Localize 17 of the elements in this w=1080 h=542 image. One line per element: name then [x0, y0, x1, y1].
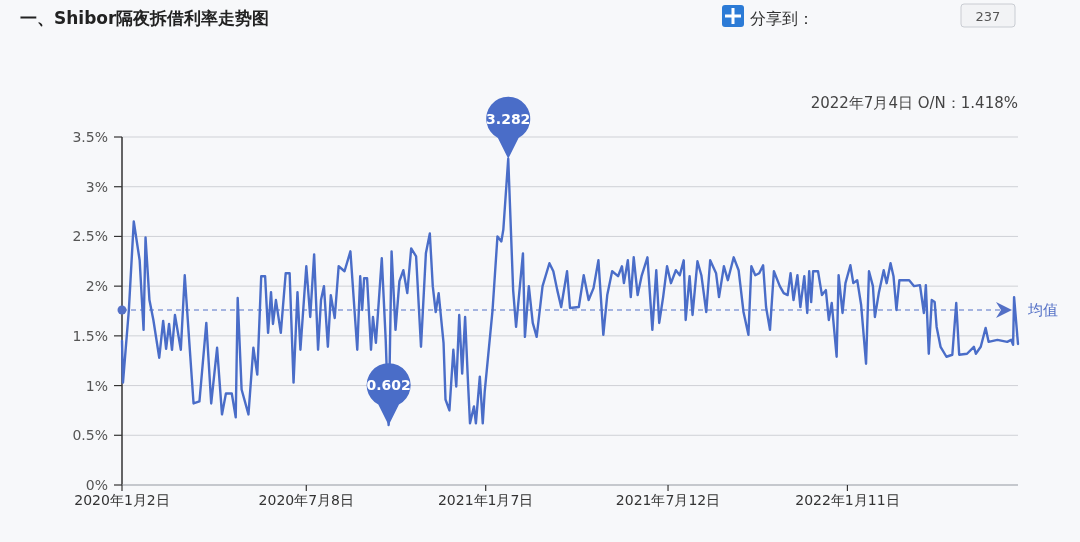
y-tick-label: 2% — [85, 278, 108, 295]
x-tick-label: 2021年1月7日 — [437, 492, 534, 508]
x-tick-label: 2021年7月12日 — [615, 492, 721, 508]
x-tick-label: 2020年7月8日 — [258, 492, 355, 508]
y-tick-label: 1% — [85, 377, 108, 394]
y-tick-label: 1.5% — [72, 327, 108, 344]
y-tick-label: 0.5% — [72, 427, 108, 444]
title: 一、Shibor隔夜拆借利率走势图 — [20, 8, 270, 28]
y-tick-label: 0% — [85, 477, 108, 493]
y-tick-label: 3% — [85, 178, 108, 195]
x-tick-label: 2022年1月11日 — [795, 492, 900, 508]
y-tick-label: 2.5% — [72, 228, 108, 245]
y-tick-label: 3.5% — [72, 129, 108, 145]
annotation: 0.602 — [366, 377, 411, 394]
ref-line-label: 均值 — [1027, 301, 1058, 320]
x-tick-label: 2020年1月2日 — [74, 492, 170, 508]
annotation: 3.282 — [486, 110, 531, 127]
